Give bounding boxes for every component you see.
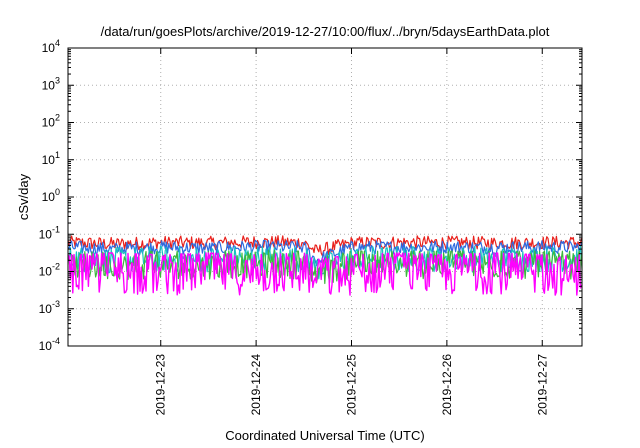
series-line xyxy=(67,235,583,257)
x-tick-label: 2019-12-23 xyxy=(154,354,168,416)
y-tick-label: 10-3 xyxy=(39,299,60,316)
ticks xyxy=(68,47,582,347)
x-tick-label: 2019-12-25 xyxy=(344,354,358,416)
y-tick-label: 104 xyxy=(42,38,60,55)
tick-labels: 10-4 10-3 10-2 10-1 100 101 102 103 104 2019-12-2… xyxy=(39,38,550,415)
y-tick-label: 10-1 xyxy=(39,224,60,241)
x-axis-label: Coordinated Universal Time (UTC) xyxy=(225,428,424,443)
x-tick-label: 2019-12-26 xyxy=(440,354,454,416)
series-layer xyxy=(67,235,583,296)
y-tick-label: 102 xyxy=(42,113,60,130)
y-tick-label: 101 xyxy=(42,150,60,167)
series-line xyxy=(67,252,583,296)
y-tick-label: 103 xyxy=(42,75,60,92)
x-tick-label: 2019-12-27 xyxy=(535,354,549,416)
grid xyxy=(68,48,582,346)
y-tick-label: 10-4 xyxy=(39,336,60,353)
chart-title: /data/run/goesPlots/archive/2019-12-27/1… xyxy=(101,24,550,39)
y-tick-label: 10-2 xyxy=(39,262,60,279)
x-tick-label: 2019-12-24 xyxy=(249,354,263,416)
y-tick-label: 100 xyxy=(42,187,60,204)
y-axis-label: cSv/day xyxy=(16,173,31,220)
